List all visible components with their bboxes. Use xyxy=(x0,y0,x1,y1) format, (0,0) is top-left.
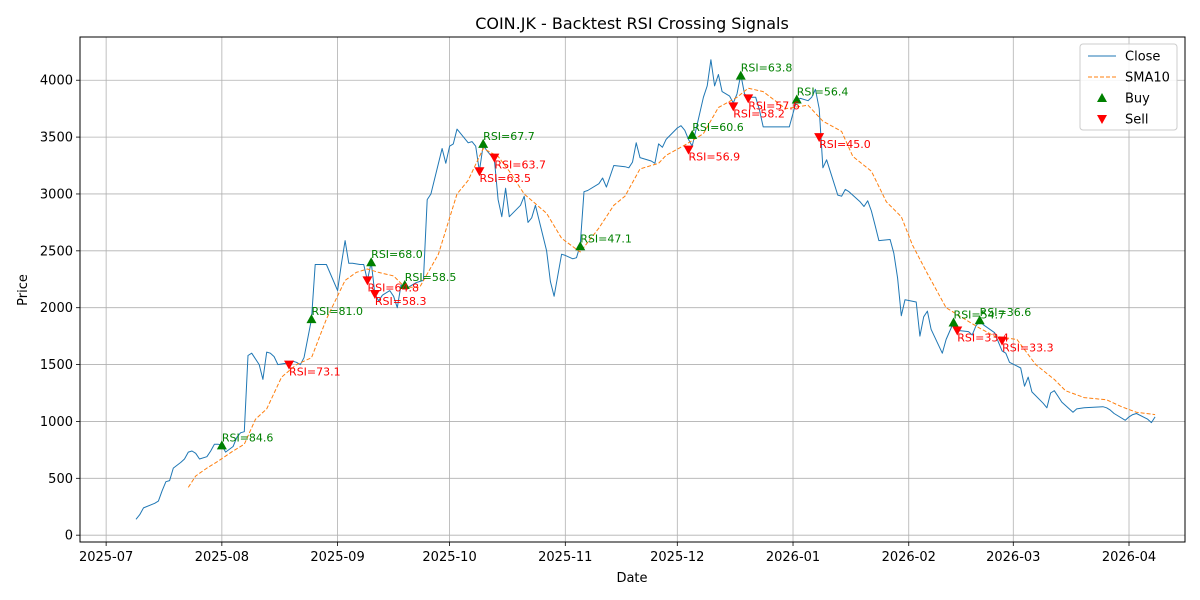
buy-rsi-label: RSI=47.1 xyxy=(580,232,632,245)
y-tick-label: 3500 xyxy=(40,131,73,146)
sell-marker xyxy=(728,102,739,112)
y-tick-label: 1000 xyxy=(40,415,73,430)
legend: Close SMA10 Buy Sell xyxy=(1079,43,1178,131)
y-tick-label: 500 xyxy=(48,472,73,487)
sell-marker xyxy=(369,290,380,300)
buy-rsi-label: RSI=81.0 xyxy=(311,305,363,318)
buy-rsi-label: RSI=60.6 xyxy=(692,121,744,134)
legend-label: Buy xyxy=(1125,92,1150,107)
sell-marker xyxy=(743,94,754,104)
x-tick-label: 2025-12 xyxy=(650,550,704,565)
plot-frame xyxy=(79,36,1186,543)
sell-rsi-label: RSI=64.8 xyxy=(367,281,419,294)
sell-marker xyxy=(814,133,825,143)
buy-rsi-label: RSI=84.6 xyxy=(222,431,274,444)
buy-marker xyxy=(366,257,377,267)
sell-rsi-label: RSI=58.3 xyxy=(375,295,427,308)
axis-ticks: 2025-07 2025-08 2025-09 2025-10 2025-11 2025-… xyxy=(40,74,1156,565)
x-tick-label: 2026-01 xyxy=(766,550,820,565)
sell-marker xyxy=(489,153,500,163)
buy-rsi-label: RSI=56.4 xyxy=(797,86,849,99)
x-tick-label: 2025-08 xyxy=(195,550,249,565)
buy-marker xyxy=(306,314,317,324)
legend-buy-swatch xyxy=(1097,93,1107,102)
buy-marker xyxy=(216,440,227,450)
grid xyxy=(80,37,1185,542)
buy-rsi-label: RSI=67.7 xyxy=(483,130,535,143)
y-tick-label: 2500 xyxy=(40,244,73,259)
x-tick-label: 2025-09 xyxy=(310,550,364,565)
x-tick-label: 2025-10 xyxy=(422,550,476,565)
sell-marker xyxy=(284,360,295,370)
sell-rsi-label: RSI=58.2 xyxy=(733,107,785,120)
buy-rsi-label: RSI=58.5 xyxy=(405,271,457,284)
sell-rsi-label: RSI=63.7 xyxy=(494,159,546,172)
legend-label: Close xyxy=(1125,50,1160,65)
sell-marker xyxy=(997,336,1008,346)
buy-rsi-label: RSI=54.7 xyxy=(954,308,1006,321)
sell-rsi-label: RSI=73.1 xyxy=(289,366,341,379)
buy-rsi-label: RSI=68.0 xyxy=(371,248,423,261)
legend-sell-swatch xyxy=(1097,115,1107,124)
sell-rsi-label: RSI=63.5 xyxy=(479,172,531,185)
buy-marker xyxy=(791,94,802,104)
y-tick-label: 2000 xyxy=(40,301,73,316)
legend-box xyxy=(1079,43,1178,131)
buy-rsi-label: RSI=36.6 xyxy=(980,306,1032,319)
sell-marker xyxy=(683,145,694,155)
buy-marker xyxy=(399,279,410,289)
signal-annotations: RSI=84.6 RSI=81.0 RSI=68.0 RSI=58.5 RSI=67.7… xyxy=(222,62,1054,445)
buy-marker xyxy=(948,317,959,327)
buy-marker xyxy=(575,241,586,251)
legend-label: SMA10 xyxy=(1125,71,1170,86)
sell-marker xyxy=(362,276,373,286)
buy-marker xyxy=(974,315,985,325)
chart-title: COIN.JK - Backtest RSI Crossing Signals xyxy=(475,14,789,33)
sell-rsi-label: RSI=45.0 xyxy=(819,138,871,151)
sell-marker xyxy=(474,167,485,177)
y-tick-label: 3000 xyxy=(40,187,73,202)
buy-marker xyxy=(478,138,489,148)
x-tick-label: 2026-02 xyxy=(882,550,936,565)
legend-label: Sell xyxy=(1125,113,1148,128)
y-tick-label: 4000 xyxy=(40,74,73,89)
buy-marker xyxy=(735,70,746,80)
x-tick-label: 2026-04 xyxy=(1102,550,1156,565)
y-tick-label: 0 xyxy=(65,529,73,544)
sell-rsi-label: RSI=33.3 xyxy=(1002,342,1054,355)
buy-rsi-label: RSI=63.8 xyxy=(741,62,793,75)
sell-rsi-label: RSI=57.6 xyxy=(748,99,800,112)
signal-markers xyxy=(216,70,1008,450)
buy-marker xyxy=(687,129,698,139)
sell-rsi-label: RSI=56.9 xyxy=(688,151,740,164)
y-tick-label: 1500 xyxy=(40,358,73,373)
sell-rsi-label: RSI=33.4 xyxy=(957,331,1009,344)
x-axis-label: Date xyxy=(616,571,647,586)
x-tick-label: 2026-03 xyxy=(986,550,1040,565)
x-tick-label: 2025-11 xyxy=(538,550,592,565)
x-tick-label: 2025-07 xyxy=(79,550,133,565)
sma10-line xyxy=(187,87,1156,488)
sell-marker xyxy=(952,326,963,336)
y-axis-label: Price xyxy=(16,274,31,306)
